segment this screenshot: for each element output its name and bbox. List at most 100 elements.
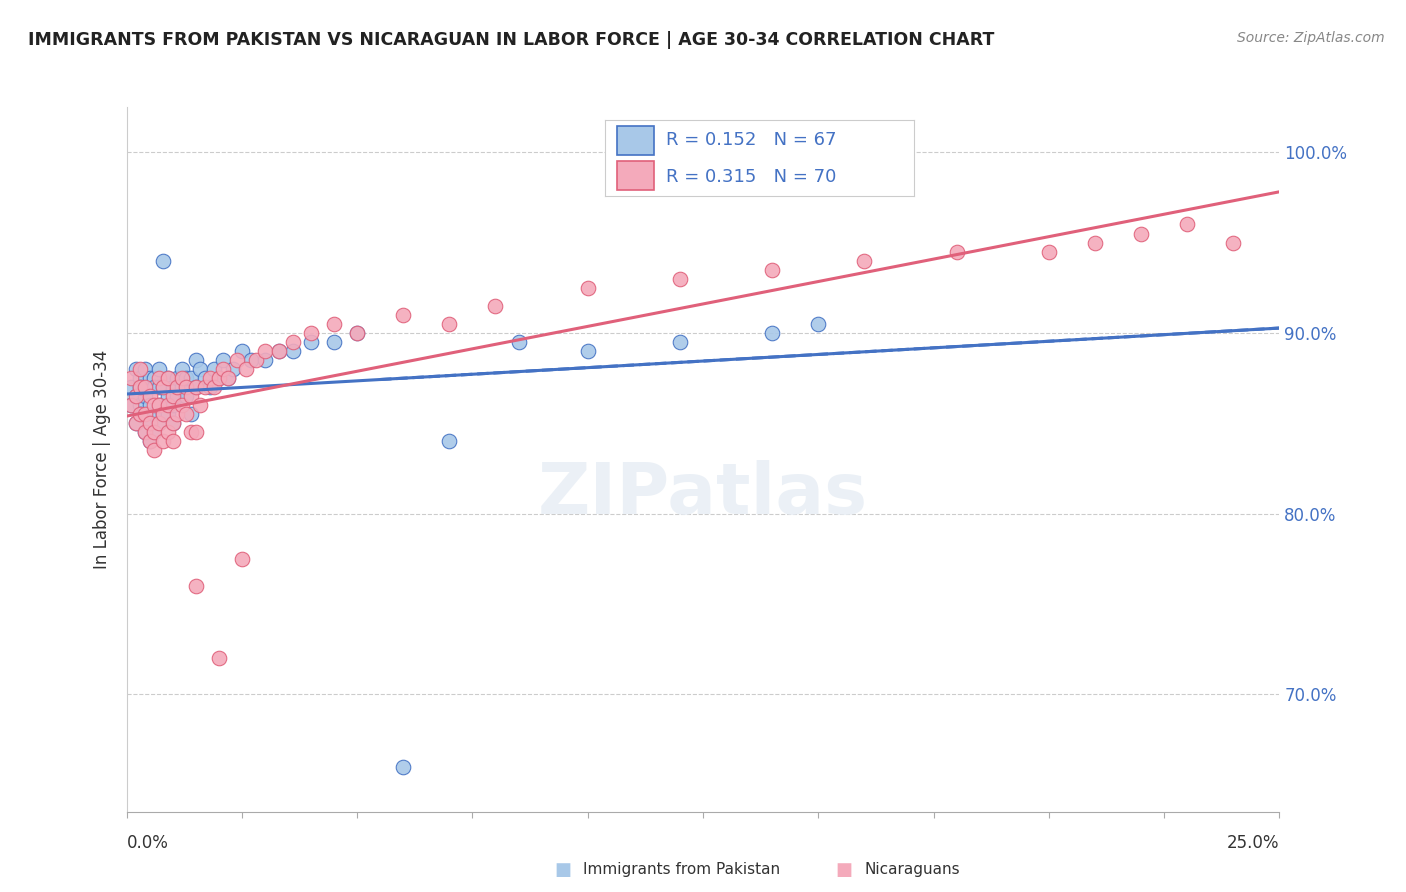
Point — [323, 317, 346, 331]
Point — [180, 371, 202, 385]
Point — [148, 416, 170, 430]
Point — [267, 343, 290, 358]
Point — [143, 407, 166, 421]
Point — [392, 308, 415, 322]
Text: Nicaraguans: Nicaraguans — [865, 863, 960, 877]
Point — [346, 326, 368, 340]
Point — [346, 326, 368, 340]
Point — [120, 398, 142, 412]
Point — [299, 326, 322, 340]
Point — [157, 398, 180, 412]
Point — [184, 380, 207, 394]
Point — [180, 407, 202, 421]
Point — [166, 389, 188, 403]
Point — [148, 371, 170, 385]
Point — [148, 362, 170, 376]
Point — [157, 371, 180, 385]
Point — [129, 398, 152, 412]
Point — [143, 380, 166, 394]
Point — [208, 371, 231, 385]
Point — [134, 380, 156, 394]
Point — [152, 380, 174, 394]
Point — [129, 407, 152, 421]
Point — [184, 579, 207, 593]
Point — [212, 353, 235, 368]
Point — [170, 380, 193, 394]
Point — [152, 407, 174, 421]
Point — [125, 362, 148, 376]
Text: ZIPatlas: ZIPatlas — [538, 460, 868, 529]
Point — [125, 389, 148, 403]
Point — [166, 407, 188, 421]
Point — [148, 398, 170, 412]
Point — [439, 317, 461, 331]
Point — [162, 416, 184, 430]
Point — [212, 362, 235, 376]
Point — [138, 416, 160, 430]
Point — [129, 380, 152, 394]
Point — [148, 416, 170, 430]
Point — [143, 398, 166, 412]
Point — [138, 434, 160, 449]
Point — [148, 380, 170, 394]
Point — [576, 343, 599, 358]
Point — [138, 416, 160, 430]
Text: R = 0.315   N = 70: R = 0.315 N = 70 — [666, 168, 837, 186]
Point — [134, 362, 156, 376]
Point — [198, 371, 221, 385]
Point — [176, 371, 198, 385]
Point — [125, 416, 148, 430]
Point — [176, 407, 198, 421]
Point — [180, 425, 202, 440]
Text: Immigrants from Pakistan: Immigrants from Pakistan — [583, 863, 780, 877]
Point — [208, 371, 231, 385]
Point — [152, 380, 174, 394]
Point — [120, 380, 142, 394]
Text: ■: ■ — [554, 861, 571, 879]
Point — [134, 407, 156, 421]
Point — [439, 434, 461, 449]
Point — [157, 371, 180, 385]
Point — [138, 389, 160, 403]
Point — [1084, 235, 1107, 250]
Point — [125, 389, 148, 403]
Point — [143, 371, 166, 385]
Point — [945, 244, 967, 259]
Point — [231, 343, 253, 358]
Point — [1130, 227, 1153, 241]
Point — [221, 362, 243, 376]
Point — [299, 334, 322, 349]
Point — [217, 371, 239, 385]
Point — [202, 362, 225, 376]
Point — [157, 389, 180, 403]
Y-axis label: In Labor Force | Age 30-34: In Labor Force | Age 30-34 — [93, 350, 111, 569]
Point — [281, 334, 304, 349]
Point — [162, 398, 184, 412]
Text: IMMIGRANTS FROM PAKISTAN VS NICARAGUAN IN LABOR FORCE | AGE 30-34 CORRELATION CH: IMMIGRANTS FROM PAKISTAN VS NICARAGUAN I… — [28, 31, 994, 49]
Point — [281, 343, 304, 358]
Point — [170, 398, 193, 412]
Point — [217, 371, 239, 385]
Point — [853, 253, 876, 268]
Point — [134, 425, 156, 440]
Point — [508, 334, 530, 349]
Point — [188, 362, 211, 376]
Point — [245, 353, 267, 368]
Point — [184, 353, 207, 368]
Point — [188, 398, 211, 412]
Point — [152, 407, 174, 421]
Point — [1222, 235, 1244, 250]
Point — [138, 434, 160, 449]
Point — [484, 299, 506, 313]
Point — [240, 353, 263, 368]
Point — [761, 326, 783, 340]
Text: 25.0%: 25.0% — [1227, 834, 1279, 852]
Point — [226, 353, 249, 368]
Point — [184, 425, 207, 440]
Point — [176, 389, 198, 403]
Point — [669, 271, 692, 285]
Point — [129, 380, 152, 394]
Point — [208, 651, 231, 665]
Point — [198, 380, 221, 394]
Point — [134, 425, 156, 440]
